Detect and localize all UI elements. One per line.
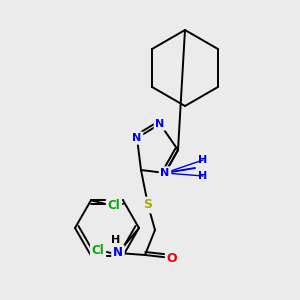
Text: Cl: Cl	[92, 244, 104, 257]
Text: O: O	[167, 251, 177, 265]
Text: Cl: Cl	[108, 199, 120, 212]
Text: H: H	[198, 171, 208, 181]
Text: S: S	[143, 199, 152, 212]
Text: N: N	[160, 168, 169, 178]
Text: N: N	[155, 119, 165, 129]
Text: H: H	[111, 235, 121, 245]
Text: N: N	[113, 247, 123, 260]
Text: N: N	[132, 133, 142, 143]
Text: H: H	[198, 155, 208, 165]
